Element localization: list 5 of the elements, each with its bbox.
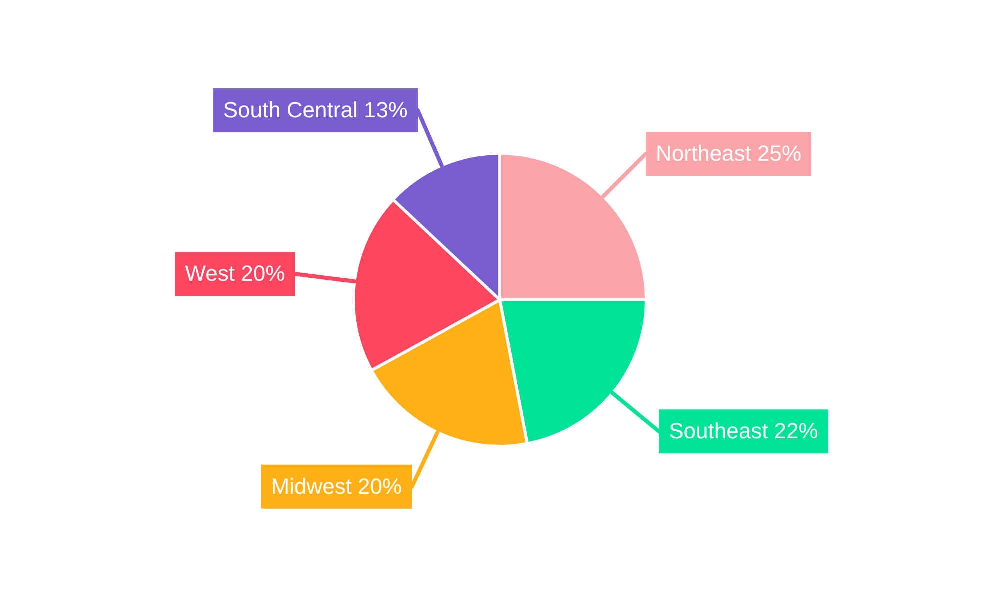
slice-label: Midwest 20% (271, 474, 402, 499)
slice-label: Northeast 25% (656, 141, 802, 166)
slice-label: Southeast 22% (669, 418, 818, 444)
slice-label: West 20% (185, 261, 286, 286)
slice-label: South Central 13% (223, 98, 408, 123)
